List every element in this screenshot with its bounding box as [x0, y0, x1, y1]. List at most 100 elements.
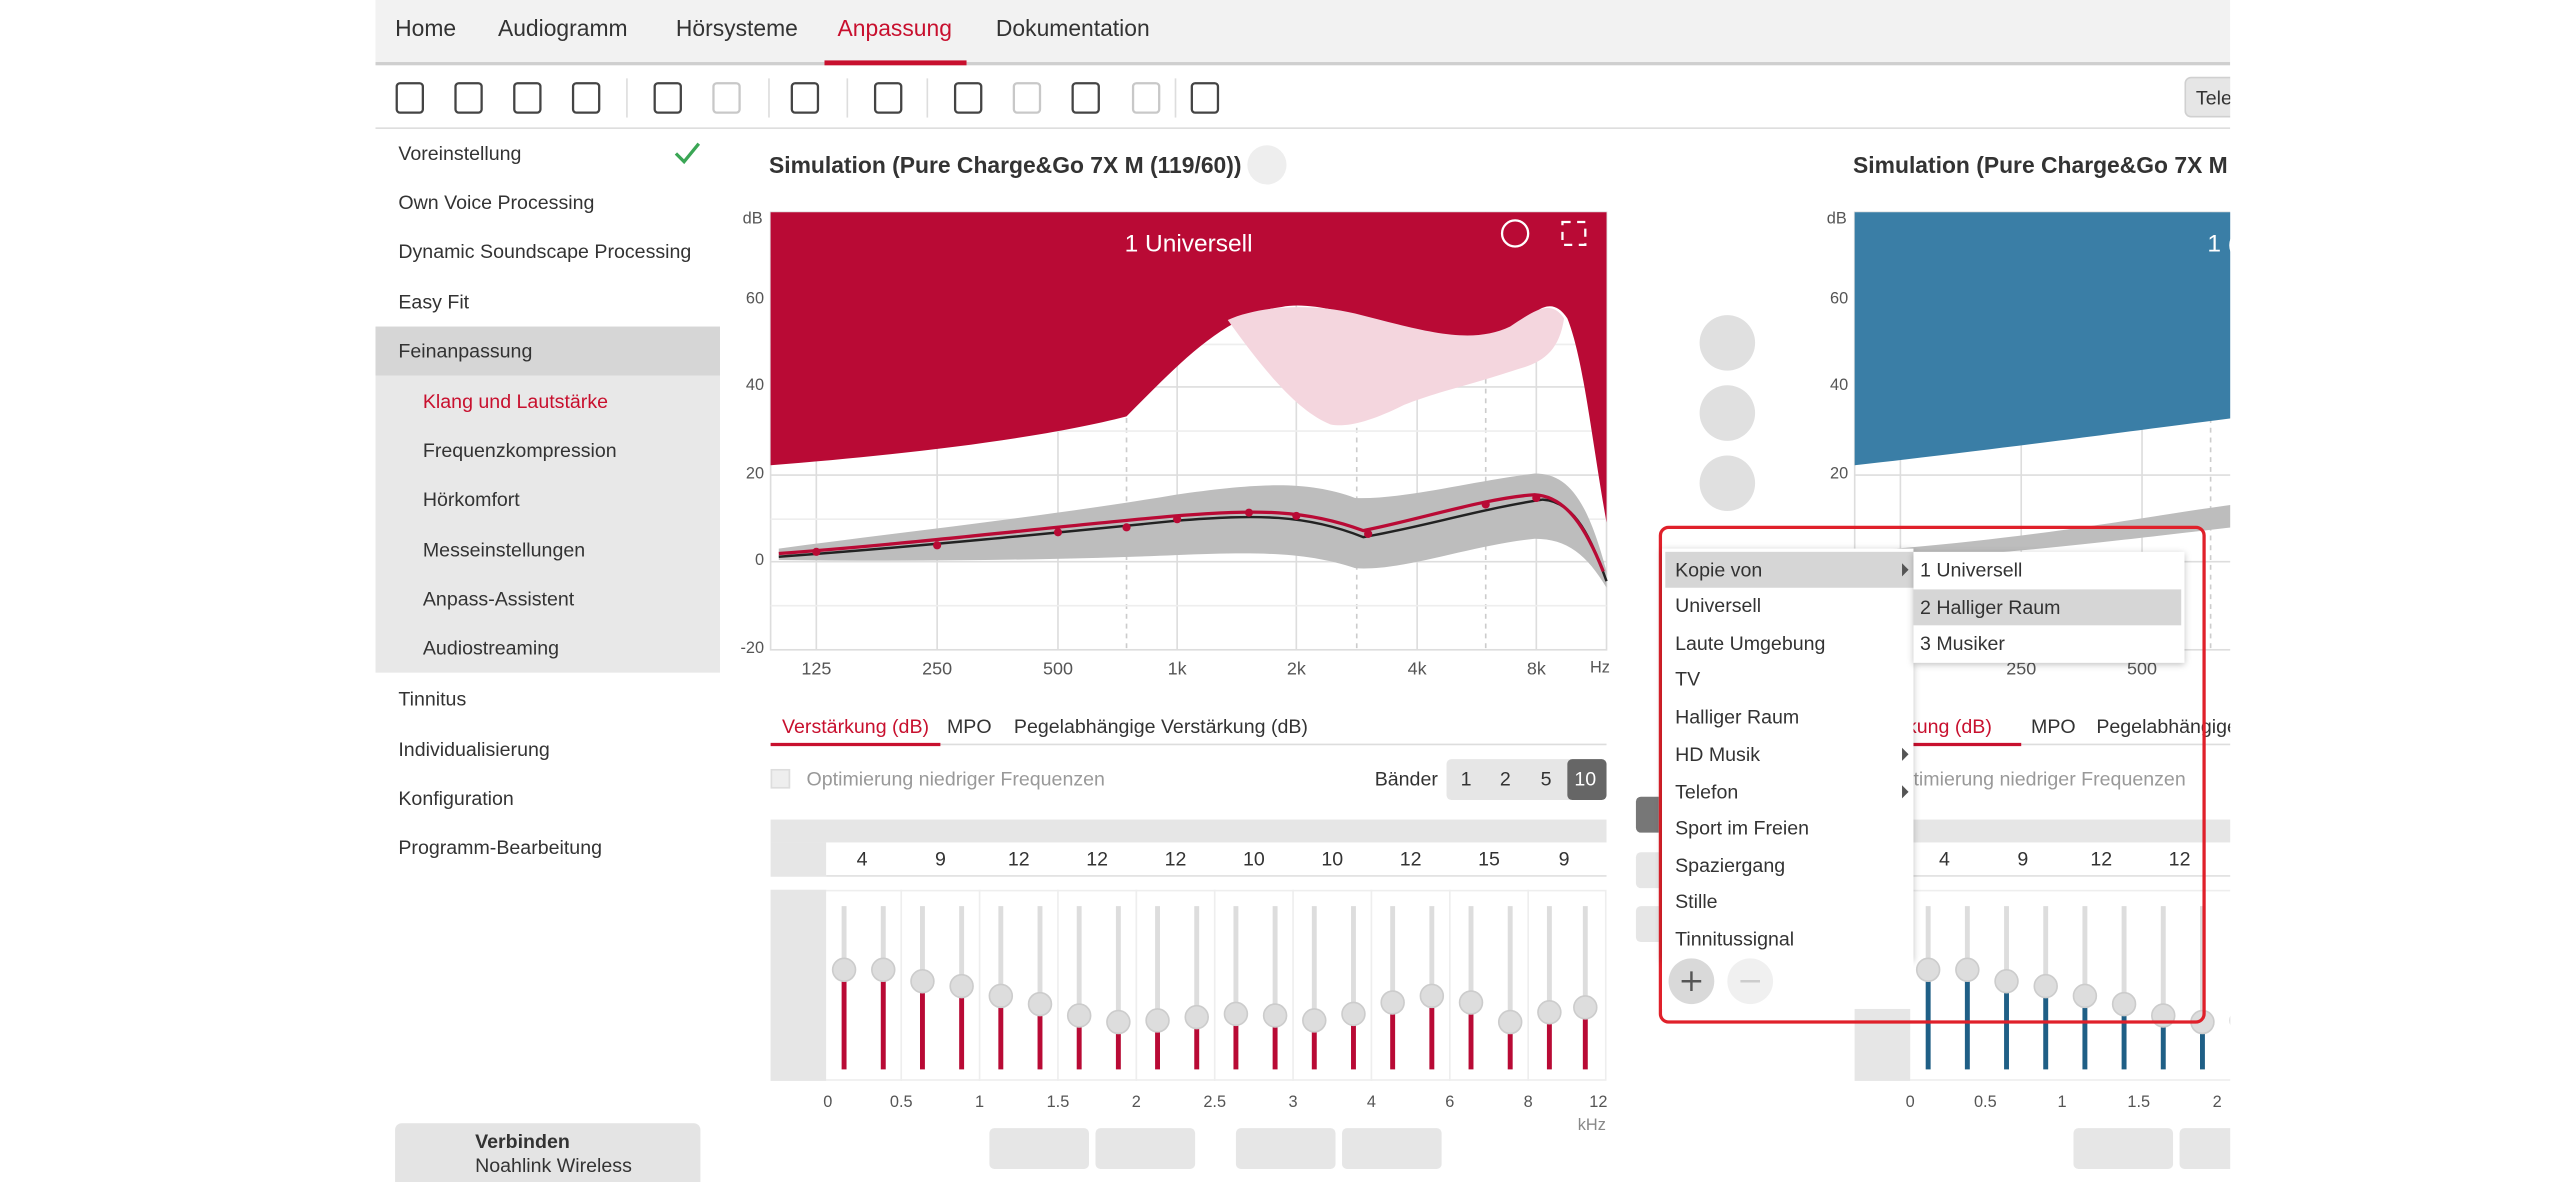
- tab[interactable]: Verstärkung (dB): [782, 715, 930, 738]
- nav-divider: [375, 62, 2231, 66]
- shift-button[interactable]: [1235, 1128, 1336, 1169]
- connect-subtitle[interactable]: Noahlink Wireless: [475, 1154, 632, 1178]
- slider-knob: [1145, 1008, 1170, 1033]
- sidebar-item[interactable]: Voreinstellung: [398, 142, 522, 165]
- menu-item[interactable]: Laute Umgebung: [1675, 631, 1826, 655]
- tab[interactable]: MPO: [2031, 715, 2076, 738]
- band-button[interactable]: 5: [1540, 767, 1552, 791]
- slider-knob: [1955, 957, 1980, 983]
- shift-button[interactable]: [1342, 1128, 1442, 1169]
- submenu-item[interactable]: 3 Musiker: [1919, 631, 2005, 655]
- bands-label: Bänder: [1374, 767, 1438, 791]
- y-tick-label: 40: [745, 377, 765, 396]
- menu-item[interactable]: Universell: [1675, 594, 1762, 618]
- slider-knob: [1262, 1003, 1288, 1028]
- submenu-hover: [1913, 589, 2182, 626]
- side-tool-button[interactable]: [1699, 385, 1756, 441]
- sidebar-sub-item[interactable]: Frequenzkompression: [422, 439, 617, 463]
- target-band: [1854, 502, 2247, 564]
- program-label: 1 Universell: [1124, 230, 1253, 258]
- tab[interactable]: rkung (dB): [1900, 715, 1992, 738]
- side-tool-button[interactable]: [1699, 455, 1756, 512]
- menu-item[interactable]: Kopie von: [1675, 558, 1763, 582]
- tab[interactable]: Pegelabhängige Verstärkung (dB): [1013, 715, 1308, 738]
- nav-tab[interactable]: Hörsysteme: [675, 14, 798, 41]
- side-tool-button[interactable]: [1699, 315, 1756, 371]
- slider-knob: [910, 968, 935, 994]
- table-row: [1910, 842, 2247, 877]
- x-tick-label: 2k: [1286, 659, 1306, 680]
- slider-knob: [1106, 1009, 1131, 1035]
- nav-active-underline: [824, 60, 967, 66]
- menu-item[interactable]: TV: [1675, 667, 1701, 691]
- sidebar-item[interactable]: Easy Fit: [398, 290, 470, 314]
- menu-item[interactable]: Telefon: [1675, 780, 1739, 804]
- table-row: [826, 842, 1607, 877]
- checkbox[interactable]: [770, 768, 791, 789]
- sidebar-item[interactable]: Dynamic Soundscape Processing: [398, 239, 692, 263]
- slider-knob: [2072, 983, 2098, 1009]
- gain-value: 10: [1242, 847, 1265, 871]
- shift-button[interactable]: [1095, 1128, 1196, 1169]
- nav-tab[interactable]: Anpassung: [837, 14, 952, 41]
- toolbar-icon: [571, 82, 601, 114]
- menu-item-hover: [1665, 551, 1914, 588]
- tab[interactable]: MPO: [946, 715, 992, 738]
- sidebar-item[interactable]: Feinanpassung: [398, 339, 533, 363]
- toolbar-icon: [790, 82, 820, 114]
- sidebar-item[interactable]: Programm-Bearbeitung: [398, 835, 603, 859]
- sidebar-sub-item[interactable]: Messeinstellungen: [422, 538, 586, 562]
- submenu-item[interactable]: 1 Universell: [1919, 558, 2023, 582]
- nav-tab[interactable]: Home: [395, 14, 457, 41]
- y-tick-label: 60: [1829, 290, 1849, 309]
- context-menu: [1662, 548, 1914, 960]
- uncertainty-area: [1227, 307, 1565, 426]
- slider-tick-label: 1: [2057, 1093, 2067, 1112]
- menu-item[interactable]: HD Musik: [1675, 742, 1761, 766]
- program-tab[interactable]: [1635, 852, 1659, 889]
- shift-button[interactable]: [989, 1128, 1089, 1169]
- sidebar-item[interactable]: Individualisierung: [398, 737, 550, 761]
- connect-title[interactable]: Verbinden: [475, 1129, 570, 1153]
- toolbar-icon: [395, 82, 424, 114]
- menu-item[interactable]: Spaziergang: [1675, 853, 1786, 877]
- band-button[interactable]: 10: [1574, 767, 1597, 791]
- x-tick-label: 125: [801, 659, 832, 680]
- speaker-button: [1247, 145, 1287, 185]
- x-tick-label: 250: [922, 659, 953, 680]
- check-mark: [674, 142, 701, 165]
- toolbar-icon: [653, 82, 682, 114]
- y-tick-label: 40: [1829, 377, 1849, 396]
- sidebar-item[interactable]: Own Voice Processing: [398, 191, 595, 214]
- submenu-arrow: [1902, 747, 1909, 761]
- program-tab[interactable]: [1635, 796, 1659, 833]
- y-tick-label: -20: [740, 640, 765, 658]
- gain-point: [1053, 528, 1063, 537]
- sidebar-item[interactable]: Konfiguration: [398, 786, 514, 810]
- connect-button[interactable]: [395, 1123, 701, 1182]
- submenu-item[interactable]: 2 Halliger Raum: [1919, 595, 2061, 619]
- sidebar-item[interactable]: Tinnitus: [398, 687, 467, 711]
- toolbar-border: [375, 127, 2231, 129]
- menu-item[interactable]: Sport im Freien: [1675, 816, 1810, 840]
- band-button[interactable]: 1: [1460, 767, 1472, 791]
- sidebar-sub-item[interactable]: Anpass-Assistent: [422, 587, 575, 611]
- toolbar-button-label[interactable]: Tele: [2195, 86, 2232, 110]
- menu-item[interactable]: Tinnitussignal: [1675, 927, 1795, 951]
- program-tab[interactable]: [1635, 906, 1659, 943]
- nav-tab[interactable]: Audiogramm: [497, 14, 628, 41]
- sidebar-sub-item[interactable]: Hörkomfort: [422, 488, 520, 512]
- sidebar-sub-item[interactable]: Audiostreaming: [422, 636, 560, 660]
- toolbar-icon: [1131, 82, 1161, 114]
- menu-item[interactable]: Halliger Raum: [1675, 705, 1800, 729]
- band-button[interactable]: 2: [1499, 767, 1511, 791]
- slider-knob: [1994, 968, 2019, 994]
- sidebar-sub-item[interactable]: Klang und Lautstärke: [422, 390, 609, 414]
- nav-tab[interactable]: Dokumentation: [995, 14, 1150, 41]
- shift-button[interactable]: [2073, 1128, 2174, 1169]
- menu-item[interactable]: Stille: [1675, 889, 1718, 913]
- gain-value: 12: [1007, 847, 1030, 871]
- gain-point: [933, 541, 942, 550]
